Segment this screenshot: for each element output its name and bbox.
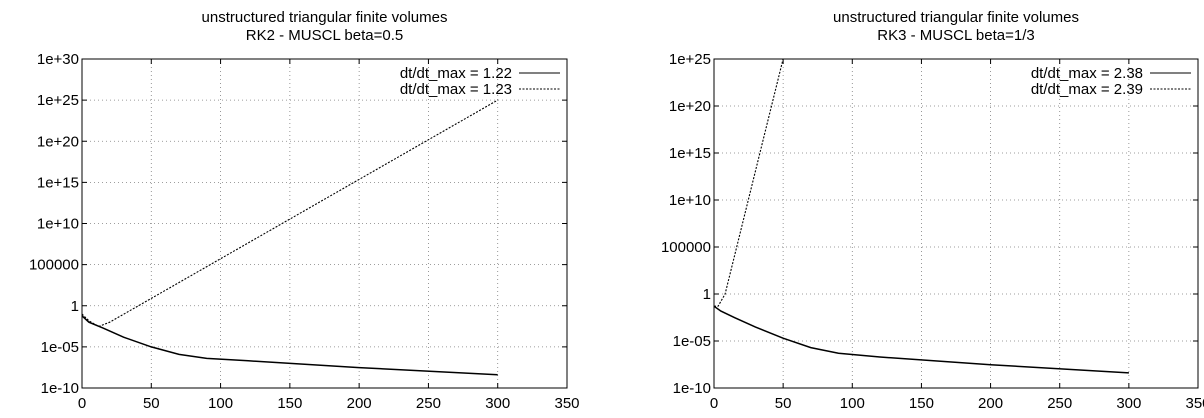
- x-tick-label: 150: [277, 395, 302, 412]
- y-tick-label: 1e+15: [669, 145, 711, 162]
- series-line-1: [82, 315, 498, 376]
- legend-label-1: dt/dt_max = 1.22: [400, 65, 512, 82]
- y-tick-label: 1e+10: [669, 192, 711, 209]
- y-tick-label: 1: [71, 298, 79, 315]
- legend-label-2: dt/dt_max = 2.39: [1031, 81, 1143, 98]
- chart-panel-1: unstructured triangular finite volumesRK…: [29, 9, 580, 412]
- chart-title: unstructured triangular finite volumes: [202, 9, 448, 26]
- y-tick-label: 1e-10: [41, 380, 79, 397]
- y-tick-label: 1e+15: [37, 174, 79, 191]
- x-tick-label: 50: [143, 395, 160, 412]
- y-tick-label: 1e-05: [673, 333, 711, 350]
- chart-subtitle: RK2 - MUSCL beta=0.5: [246, 27, 403, 44]
- series-group: [714, 59, 1129, 374]
- legend-label-2: dt/dt_max = 1.23: [400, 81, 512, 98]
- x-tick-label: 100: [840, 395, 865, 412]
- y-tick-label: 1e+30: [37, 51, 79, 68]
- x-tick-label: 150: [909, 395, 934, 412]
- chart-subtitle: RK3 - MUSCL beta=1/3: [877, 27, 1034, 44]
- series-line-2: [82, 99, 498, 328]
- chart-title: unstructured triangular finite volumes: [833, 9, 1079, 26]
- x-tick-label: 300: [1116, 395, 1141, 412]
- plot-frame: [81, 58, 568, 389]
- series-group: [82, 99, 498, 376]
- x-tick-label: 250: [1047, 395, 1072, 412]
- series-line-1: [714, 305, 1129, 374]
- x-tick-label: 0: [710, 395, 718, 412]
- y-tick-label: 1e+25: [669, 51, 711, 68]
- x-tick-label: 200: [978, 395, 1003, 412]
- y-tick-label: 100000: [29, 257, 79, 274]
- x-tick-label: 0: [78, 395, 86, 412]
- y-tick-label: 1e-05: [41, 339, 79, 356]
- y-tick-label: 1e+10: [37, 216, 79, 233]
- y-tick-label: 1e-10: [673, 380, 711, 397]
- series-line-2: [714, 59, 784, 307]
- chart-panel-2: unstructured triangular finite volumesRK…: [661, 9, 1204, 412]
- x-tick-label: 350: [1185, 395, 1204, 412]
- x-tick-label: 200: [347, 395, 372, 412]
- x-tick-label: 350: [554, 395, 579, 412]
- x-tick-label: 250: [416, 395, 441, 412]
- x-tick-label: 100: [208, 395, 233, 412]
- y-tick-label: 1: [703, 286, 711, 303]
- y-tick-label: 100000: [661, 239, 711, 256]
- y-tick-label: 1e+20: [37, 133, 79, 150]
- legend-label-1: dt/dt_max = 2.38: [1031, 65, 1143, 82]
- x-tick-label: 300: [485, 395, 510, 412]
- plot-frame: [713, 58, 1199, 389]
- x-tick-label: 50: [775, 395, 792, 412]
- y-tick-label: 1e+20: [669, 98, 711, 115]
- y-tick-label: 1e+25: [37, 92, 79, 109]
